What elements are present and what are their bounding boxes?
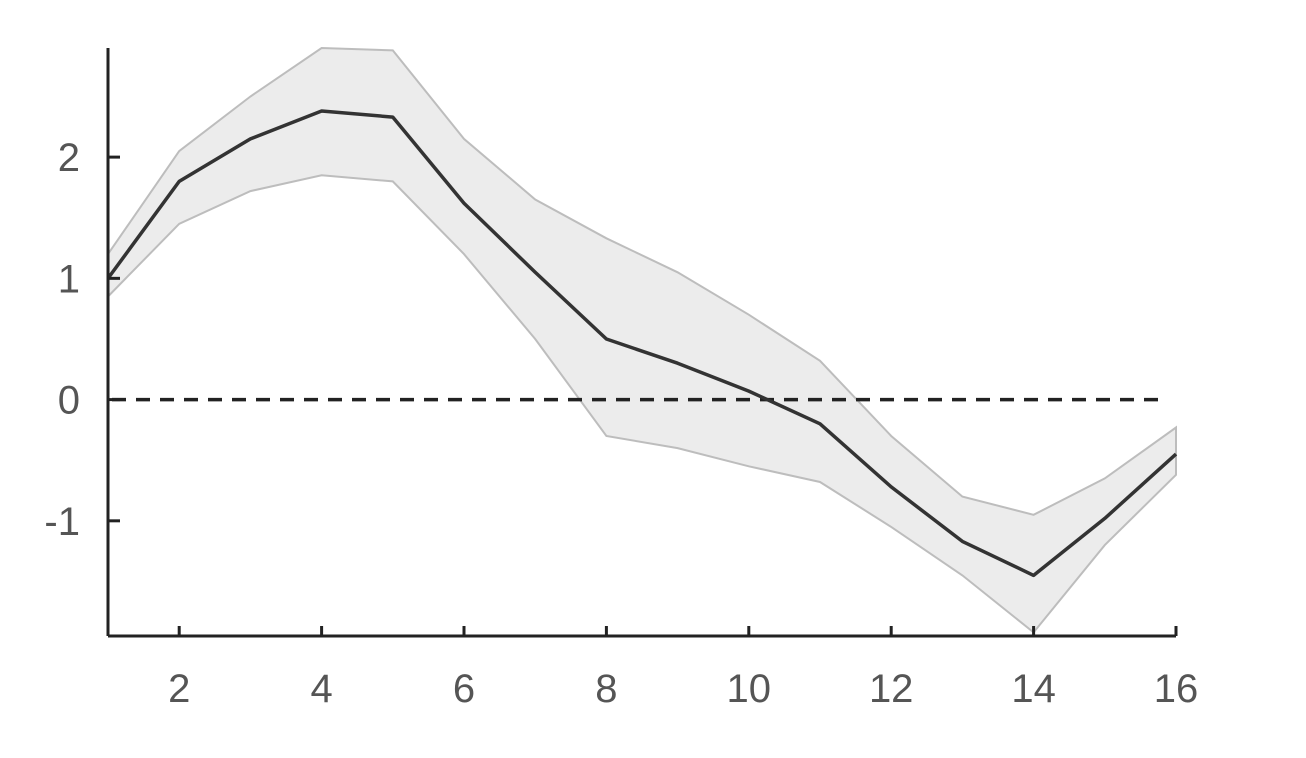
x-ticks: 2 4 6 8 10 12 14 16 <box>168 626 1198 711</box>
series-line-layer <box>106 109 1178 578</box>
confidence-band-layer <box>107 46 1177 634</box>
y-ticks: 2 1 0 -1 <box>44 136 120 544</box>
series-line <box>106 109 1178 578</box>
x-tick-label: 12 <box>869 667 914 711</box>
x-tick-label: 4 <box>310 667 332 711</box>
x-tick-label: 2 <box>168 667 190 711</box>
confidence-band <box>107 46 1177 634</box>
axes <box>106 48 1176 638</box>
x-tick-label: 10 <box>727 667 772 711</box>
x-tick-label: 16 <box>1154 667 1199 711</box>
y-tick-label: 0 <box>58 379 80 423</box>
x-tick-label: 8 <box>595 667 617 711</box>
x-tick-label: 14 <box>1011 667 1056 711</box>
x-tick-label: 6 <box>453 667 475 711</box>
y-tick-label: 1 <box>58 257 80 301</box>
y-tick-label: -1 <box>44 500 80 544</box>
y-tick-label: 2 <box>58 136 80 180</box>
